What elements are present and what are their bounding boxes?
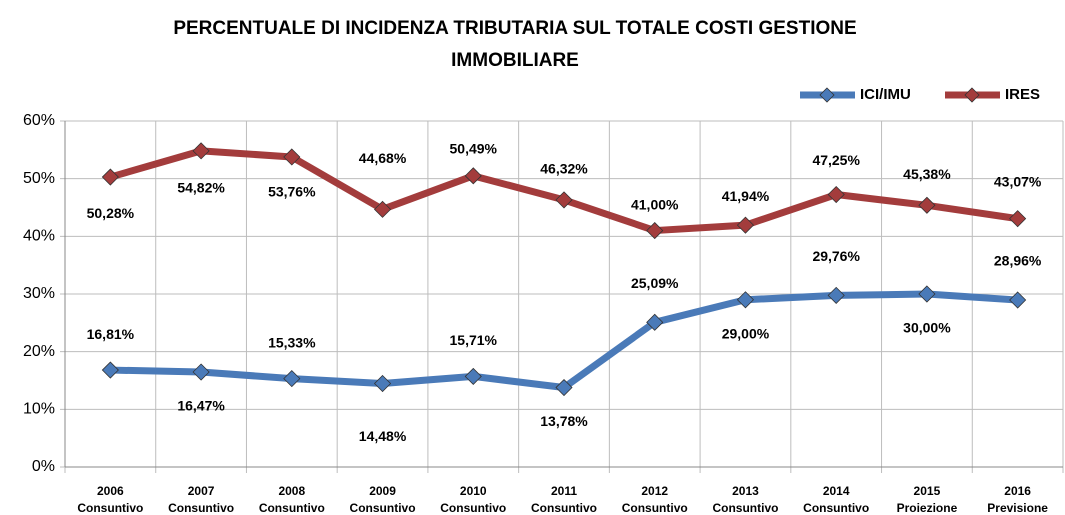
y-tick-label: 0% (32, 458, 55, 475)
data-label: 41,94% (722, 188, 770, 204)
marker (464, 167, 482, 185)
marker (918, 285, 936, 303)
data-label: 30,00% (903, 320, 951, 336)
x-tick-label: 2009 (369, 484, 396, 498)
x-tick-label: Proiezione (897, 501, 958, 515)
y-tick-label: 30% (23, 285, 55, 302)
x-tick-label: Consuntivo (712, 501, 778, 515)
marker (464, 367, 482, 385)
x-tick-label: 2015 (914, 484, 941, 498)
marker (736, 216, 755, 234)
data-label: 16,81% (87, 326, 135, 342)
x-tick-label: Consuntivo (77, 501, 143, 515)
marker (1009, 291, 1027, 309)
marker (827, 185, 845, 204)
x-tick-label: 2010 (460, 484, 487, 498)
x-tick-label: 2006 (97, 484, 124, 498)
data-label: 15,71% (450, 332, 498, 348)
data-label: 43,07% (994, 173, 1042, 189)
data-label: 44,68% (359, 150, 407, 166)
marker (1009, 210, 1027, 228)
data-label: 16,47% (177, 398, 225, 414)
marker (827, 286, 845, 304)
x-tick-label: Consuntivo (622, 501, 688, 515)
x-tick-label: 2011 (551, 484, 577, 498)
x-tick-label: Consuntivo (259, 501, 325, 515)
data-label: 15,33% (268, 334, 316, 350)
x-tick-label: Consuntivo (440, 501, 506, 515)
y-tick-label: 10% (23, 401, 55, 418)
marker (555, 191, 573, 209)
legend-label: IRES (1005, 86, 1040, 103)
marker (101, 168, 119, 186)
marker (283, 148, 301, 166)
x-tick-label: Consuntivo (803, 501, 869, 515)
data-label: 50,28% (87, 205, 135, 221)
data-label: 46,32% (540, 161, 588, 177)
x-tick-label: 2012 (641, 484, 668, 498)
marker (646, 222, 664, 240)
legend-marker (964, 87, 980, 103)
marker (101, 361, 119, 379)
data-label: 45,38% (903, 166, 951, 182)
data-label: 47,25% (812, 152, 860, 168)
marker (918, 196, 936, 214)
x-tick-label: Previsione (987, 501, 1048, 515)
y-tick-label: 20% (23, 343, 55, 360)
marker (373, 374, 392, 393)
x-tick-label: Consuntivo (531, 501, 597, 515)
x-tick-label: 2014 (823, 484, 850, 498)
y-tick-label: 60% (23, 112, 55, 129)
data-label: 29,76% (812, 248, 860, 264)
marker (192, 363, 210, 381)
data-label: 29,00% (722, 325, 770, 341)
data-label: 41,00% (631, 196, 679, 212)
data-label: 14,48% (359, 428, 407, 444)
x-tick-label: Consuntivo (350, 501, 416, 515)
marker (646, 313, 664, 331)
marker (736, 291, 755, 309)
marker (373, 200, 392, 218)
data-label: 53,76% (268, 184, 316, 200)
x-tick-label: Consuntivo (168, 501, 234, 515)
data-label: 25,09% (631, 275, 679, 291)
data-label: 54,82% (177, 180, 225, 196)
x-tick-label: 2013 (732, 484, 759, 498)
x-tick-label: 2007 (188, 484, 215, 498)
marker (192, 142, 210, 160)
chart-title: PERCENTUALE DI INCIDENZA TRIBUTARIA SUL … (173, 18, 856, 39)
y-tick-label: 40% (23, 228, 55, 245)
x-tick-label: 2008 (278, 484, 305, 498)
legend-marker (819, 87, 835, 103)
y-tick-label: 50% (23, 170, 55, 187)
data-label: 50,49% (450, 141, 498, 157)
data-label: 28,96% (994, 253, 1042, 269)
marker (555, 378, 573, 397)
legend-label: ICI/IMU (860, 86, 911, 103)
x-tick-label: 2016 (1004, 484, 1031, 498)
data-label: 13,78% (540, 413, 588, 429)
marker (283, 370, 301, 388)
chart-title: IMMOBILIARE (451, 50, 579, 71)
